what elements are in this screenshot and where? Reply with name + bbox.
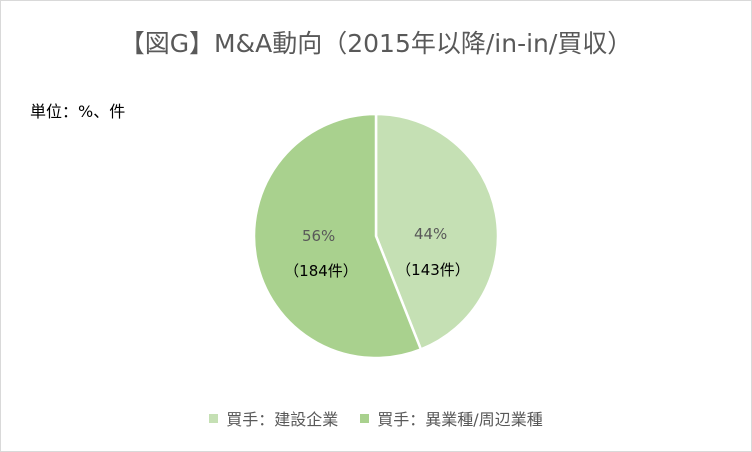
slice-igyoshu-percent: 56% (302, 227, 335, 245)
unit-note: 単位：%、件 (30, 102, 126, 121)
slice-kensetsu (374, 112, 500, 352)
slice-kensetsu-count: （143件） (396, 261, 470, 279)
legend-label-kensetsu: 買手：建設企業 (226, 410, 339, 429)
chart-title: 【図G】M&A動向（2015年以降/in-in/買収） (119, 29, 633, 58)
legend-swatch-kensetsu (209, 413, 219, 423)
legend-swatch-igyoshu (360, 413, 370, 423)
slice-igyoshu-count: （184件） (284, 262, 358, 280)
legend-label-igyoshu: 買手：異業種/周辺業種 (377, 410, 543, 429)
slice-igyoshu (252, 112, 423, 360)
legend: 買手：建設企業 買手：異業種/周辺業種 (0, 406, 752, 430)
legend-item-igyoshu: 買手：異業種/周辺業種 (360, 406, 543, 430)
slice-label-kensetsu: 44% （143件） (396, 225, 470, 279)
slice-label-igyoshu: 56% （184件） (284, 227, 358, 280)
legend-item-kensetsu: 買手：建設企業 (209, 406, 338, 430)
slice-kensetsu-percent: 44% (414, 225, 447, 243)
